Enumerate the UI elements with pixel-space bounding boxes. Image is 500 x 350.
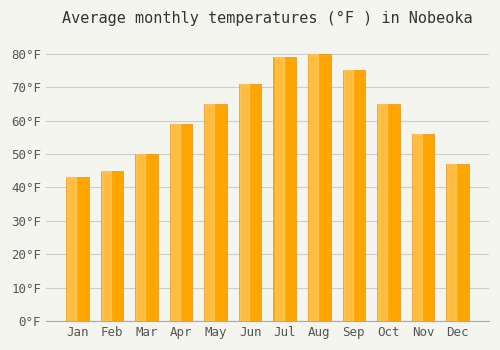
Bar: [412, 134, 434, 321]
Bar: [66, 177, 88, 321]
Bar: [171, 124, 180, 321]
Bar: [413, 134, 422, 321]
Bar: [308, 54, 330, 321]
Bar: [204, 104, 227, 321]
Bar: [274, 57, 283, 321]
Bar: [344, 70, 352, 321]
Bar: [102, 171, 111, 321]
Bar: [135, 154, 158, 321]
Bar: [67, 177, 76, 321]
Bar: [136, 154, 145, 321]
Bar: [446, 164, 469, 321]
Bar: [274, 57, 296, 321]
Bar: [240, 84, 249, 321]
Bar: [309, 54, 318, 321]
Bar: [100, 171, 123, 321]
Bar: [378, 104, 388, 321]
Bar: [448, 164, 456, 321]
Bar: [239, 84, 262, 321]
Bar: [377, 104, 400, 321]
Bar: [206, 104, 214, 321]
Bar: [170, 124, 192, 321]
Bar: [342, 70, 365, 321]
Title: Average monthly temperatures (°F ) in Nobeoka: Average monthly temperatures (°F ) in No…: [62, 11, 472, 26]
